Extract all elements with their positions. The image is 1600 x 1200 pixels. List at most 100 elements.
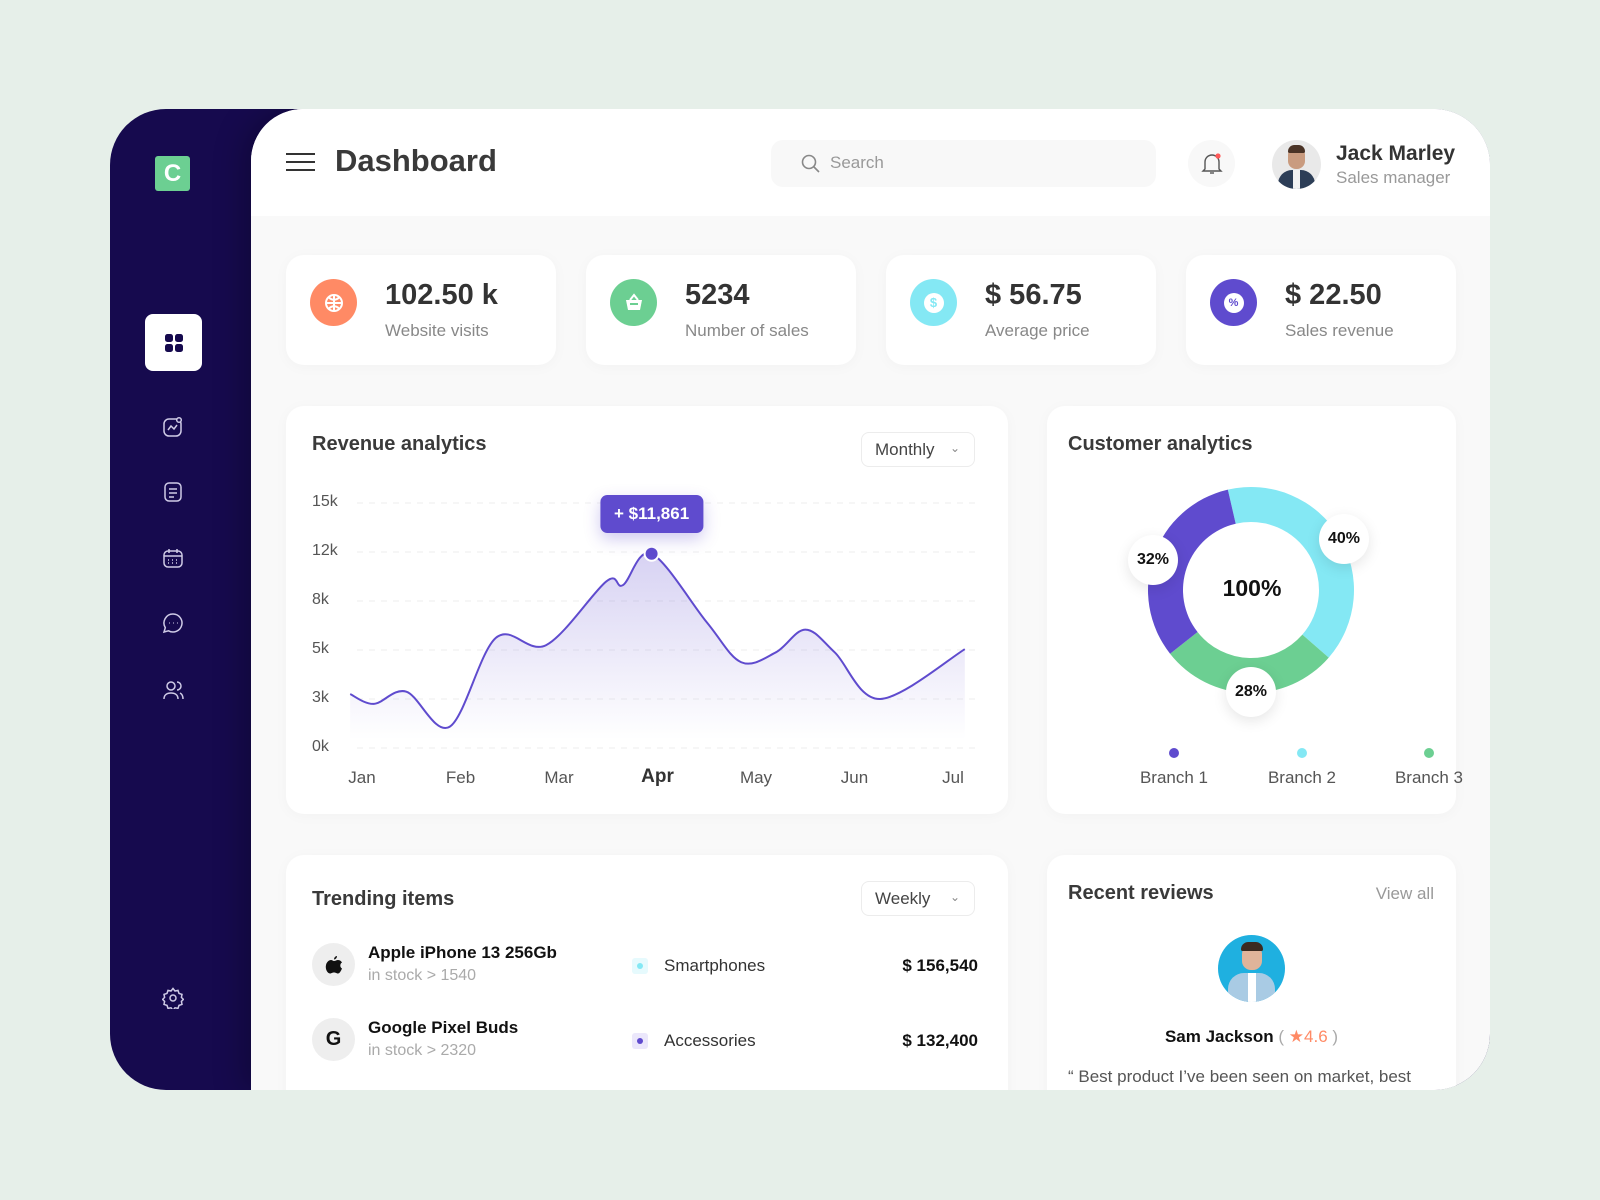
stat-card-website-visits: 102.50 k Website visits — [286, 255, 556, 365]
donut-slice-branch-2[interactable] — [1227, 487, 1354, 658]
donut-center-label: 100% — [1222, 575, 1282, 601]
dropdown-value: Weekly — [875, 888, 931, 908]
customer-analytics-card: Customer analytics 100% 32% 40% 28% Bran… — [1047, 406, 1463, 814]
period-dropdown-monthly[interactable]: Monthly ⌄ — [861, 432, 975, 467]
stat-card-average-price: $ $ 56.75 Average price — [886, 255, 1156, 365]
chat-icon[interactable] — [162, 612, 184, 634]
percent-icon: % — [1210, 279, 1257, 326]
item-price: $ 132,400 — [902, 1031, 978, 1050]
legend-label: Branch 3 — [1394, 768, 1464, 787]
user-role: Sales manager — [1336, 168, 1451, 187]
trending-title: Trending items — [312, 888, 455, 910]
legend-label: Branch 2 — [1267, 768, 1337, 787]
trending-items-card: Trending items Weekly ⌄ Apple iPhone 13 2… — [286, 855, 1008, 1090]
search-placeholder: Search — [830, 153, 884, 172]
revenue-analytics-card: Revenue analytics Monthly ⌄ 15k 12k 8k 5k 3k 0… — [286, 406, 1008, 814]
apple-icon — [312, 943, 355, 986]
main-panel: Dashboard Search Jack Marley Sales manag… — [251, 109, 1490, 1090]
reviewer-name: Sam Jackson — [1164, 1027, 1274, 1046]
x-tick-label: Jun — [840, 768, 869, 787]
x-tick-label: Apr — [641, 766, 674, 787]
x-tick-label: Jul — [942, 768, 964, 787]
view-all-link[interactable]: View all — [1375, 884, 1434, 903]
reviews-title: Recent reviews — [1068, 882, 1214, 904]
period-dropdown-weekly[interactable]: Weekly ⌄ — [861, 881, 975, 916]
chevron-down-icon: ⌄ — [949, 890, 960, 904]
logo[interactable]: C — [155, 156, 190, 191]
stat-value: 102.50 k — [385, 279, 498, 311]
y-tick-label: 12k — [312, 542, 338, 559]
search-input[interactable]: Search — [771, 140, 1156, 187]
item-category: Accessories — [632, 1031, 756, 1051]
x-tick-label: Jan — [348, 768, 376, 787]
revenue-title: Revenue analytics — [312, 433, 487, 455]
branch-3-percent: 28% — [1226, 667, 1276, 717]
stat-label: Number of sales — [685, 321, 809, 340]
donut-slice-branch-3[interactable] — [1170, 632, 1329, 693]
header: Dashboard Search Jack Marley Sales manag… — [251, 109, 1490, 216]
y-tick-label: 8k — [312, 591, 329, 608]
y-tick-label: 0k — [312, 738, 329, 755]
notifications-button[interactable] — [1188, 140, 1235, 187]
chart-tooltip: + $11,861 — [599, 494, 704, 533]
peak-marker[interactable] — [645, 547, 658, 560]
revenue-chart — [349, 502, 977, 749]
y-tick-label: 5k — [312, 640, 329, 657]
x-tick-label: Feb — [445, 768, 476, 787]
x-tick-label: May — [739, 768, 773, 787]
page-title: Dashboard — [335, 143, 497, 178]
item-stock: in stock > 2320 — [368, 1042, 477, 1059]
stat-value: $ 56.75 — [985, 279, 1082, 311]
app-window: C Dashboard Search Jack Marley Sa — [110, 109, 1490, 1090]
user-name: Jack Marley — [1336, 142, 1456, 165]
revenue-line — [349, 552, 966, 730]
paren: ( — [1278, 1027, 1285, 1046]
stat-card-number-of-sales: 5234 Number of sales — [586, 255, 856, 365]
x-tick-label: Mar — [544, 768, 574, 787]
stat-value: 5234 — [685, 279, 750, 311]
google-icon: G — [312, 1018, 355, 1061]
document-icon[interactable] — [162, 481, 184, 503]
search-icon — [801, 154, 820, 173]
reviewer-avatar — [1218, 935, 1285, 1002]
calendar-icon[interactable] — [162, 547, 184, 569]
legend-label: Branch 1 — [1139, 768, 1209, 787]
legend-dot — [1424, 748, 1434, 758]
gear-icon[interactable] — [162, 987, 184, 1009]
dropdown-value: Monthly — [875, 439, 935, 459]
dollar-icon: $ — [910, 279, 957, 326]
y-tick-label: 3k — [312, 689, 329, 706]
category-dot-icon — [632, 1033, 648, 1049]
user-avatar[interactable] — [1272, 140, 1321, 189]
item-stock: in stock > 1540 — [368, 967, 477, 984]
stat-value: $ 22.50 — [1285, 279, 1382, 311]
legend-branch-3: Branch 3 — [1379, 748, 1479, 788]
legend-branch-1: Branch 1 — [1124, 748, 1224, 788]
globe-icon — [310, 279, 357, 326]
basket-icon — [610, 279, 657, 326]
customer-title: Customer analytics — [1068, 433, 1253, 455]
hamburger-menu-icon[interactable] — [286, 153, 315, 171]
stat-label: Sales revenue — [1285, 321, 1394, 340]
y-tick-label: 15k — [312, 493, 338, 510]
legend-dot — [1169, 748, 1179, 758]
reviewer-line: Sam Jackson ( ★4.6 ) — [1047, 1027, 1456, 1047]
recent-reviews-card: Recent reviews View all Sam Jackson ( ★4… — [1047, 855, 1456, 1090]
chevron-down-icon: ⌄ — [949, 441, 960, 455]
branch-2-percent: 40% — [1319, 514, 1369, 564]
item-category: Smartphones — [632, 956, 765, 976]
stat-label: Website visits — [385, 321, 489, 340]
legend-dot — [1297, 748, 1307, 758]
paren: ) — [1332, 1027, 1339, 1046]
bell-icon — [1201, 153, 1223, 174]
item-name: Apple iPhone 13 256Gb — [368, 943, 557, 962]
review-text: “ Best product I’ve been seen on market,… — [1068, 1067, 1412, 1086]
category-dot-icon — [632, 958, 648, 974]
rating-value: 4.6 — [1304, 1027, 1328, 1046]
users-icon[interactable] — [162, 679, 184, 701]
grid-icon — [164, 333, 183, 352]
analytics-icon[interactable] — [162, 416, 184, 438]
sidebar-item-dashboard[interactable] — [145, 314, 202, 371]
stat-label: Average price — [985, 321, 1090, 340]
donut-slice-branch-1[interactable] — [1148, 489, 1236, 654]
